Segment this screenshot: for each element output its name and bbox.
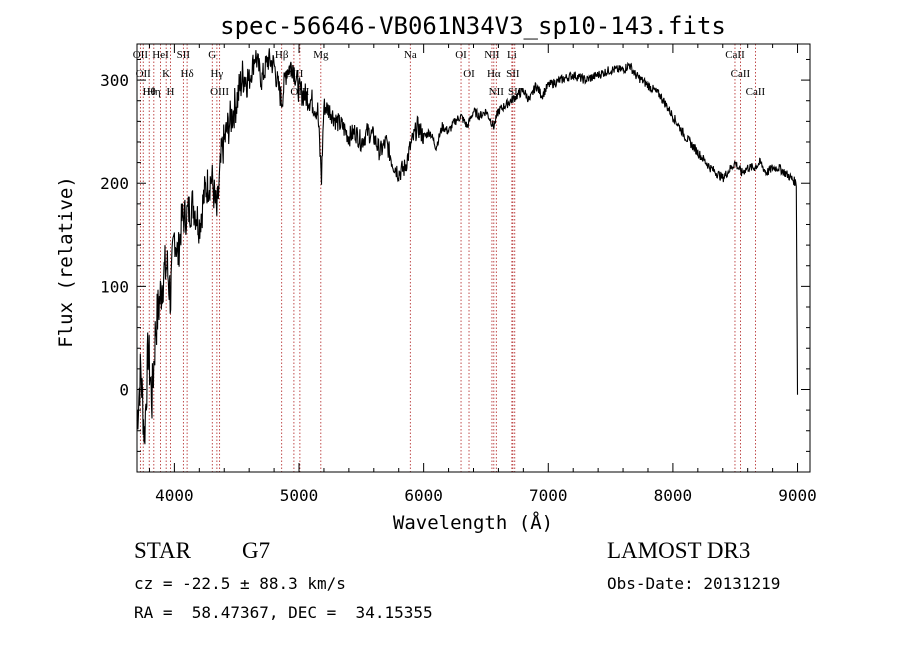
- line-label: NII: [489, 86, 505, 98]
- x-tick-label: 8000: [654, 486, 693, 505]
- survey-name: LAMOST DR3: [607, 538, 751, 563]
- plot-frame: [136, 43, 811, 473]
- line-label: Hδ: [181, 68, 194, 80]
- y-tick-label: 0: [119, 380, 129, 399]
- line-label: NII: [484, 49, 500, 61]
- redshift-info: cz = -22.5 ± 88.3 km/s: [134, 574, 346, 593]
- y-axis-label: Flux (relative): [55, 176, 77, 348]
- x-tick-label: 4000: [155, 486, 194, 505]
- x-axis-ticks: 4000 5000 6000 7000 8000 9000: [148, 44, 817, 505]
- object-class: STAR: [134, 538, 191, 563]
- line-label: SII: [506, 68, 520, 80]
- obs-date: Obs-Date: 20131219: [607, 574, 781, 593]
- line-label: Hγ: [210, 68, 223, 80]
- object-subclass: G7: [242, 538, 271, 563]
- line-label: CaII: [731, 68, 751, 80]
- chart-title: spec-56646-VB061N34V3_sp10-143.fits: [220, 12, 726, 40]
- line-label: G: [208, 49, 216, 61]
- line-label: OI: [463, 68, 475, 80]
- line-label: Mg: [313, 49, 329, 61]
- line-label: OI: [455, 49, 467, 61]
- line-label: Hα: [487, 68, 501, 80]
- line-label: CaII: [725, 49, 745, 61]
- line-label: OIII: [210, 86, 229, 98]
- line-label: Hβ: [275, 49, 289, 61]
- x-axis-label: Wavelength (Å): [393, 511, 553, 534]
- line-label: CaII: [746, 86, 766, 98]
- line-label: Hθ: [143, 86, 156, 98]
- line-label: K: [162, 68, 170, 80]
- y-tick-label: 300: [100, 71, 129, 90]
- y-tick-label: 100: [100, 277, 129, 296]
- x-tick-label: 7000: [529, 486, 568, 505]
- line-label: Hη: [147, 86, 161, 98]
- line-label: Na: [404, 49, 417, 61]
- spectrum-line: [136, 48, 799, 445]
- line-label: Li: [507, 49, 517, 61]
- x-tick-label: 9000: [778, 486, 817, 505]
- x-tick-label: 5000: [280, 486, 319, 505]
- y-axis-ticks: 0 100 200 300: [100, 58, 810, 452]
- spectral-line-markers: [139, 44, 756, 472]
- line-label: HeI: [152, 49, 169, 61]
- coordinates: RA = 58.47367, DEC = 34.15355: [134, 603, 433, 622]
- y-tick-label: 200: [100, 174, 129, 193]
- line-label: SII: [508, 86, 522, 98]
- line-label: H: [167, 86, 175, 98]
- line-label: OII: [136, 68, 152, 80]
- line-label: SII: [177, 49, 191, 61]
- x-tick-label: 6000: [404, 486, 443, 505]
